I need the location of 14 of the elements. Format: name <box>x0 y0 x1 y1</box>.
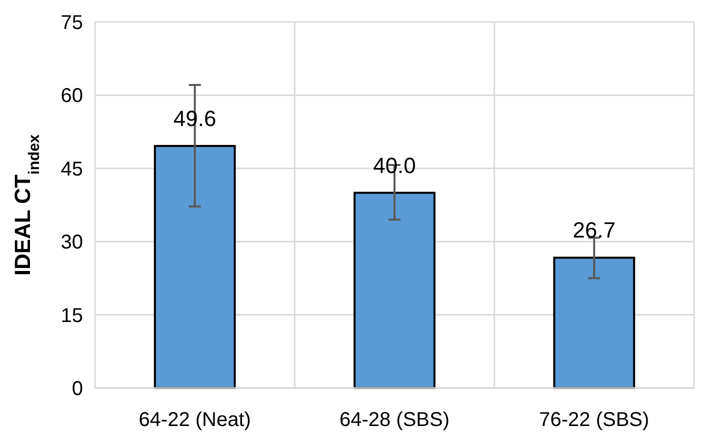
y-tick-label: 45 <box>60 158 83 180</box>
bar <box>553 256 636 389</box>
y-tick-label: 75 <box>60 12 83 34</box>
y-tick-label: 60 <box>60 85 83 108</box>
y-tick-label: 0 <box>72 378 83 400</box>
bar <box>154 144 236 389</box>
y-tick-label: 15 <box>60 304 83 327</box>
x-tick-label: 64-22 (Neat) <box>138 409 251 431</box>
bar <box>354 192 436 389</box>
data-label: 40.0 <box>373 152 416 178</box>
x-tick-label: 64-28 (SBS) <box>339 409 450 431</box>
x-tick-label: 76-22 (SBS) <box>539 409 650 431</box>
y-tick-label: 30 <box>60 232 83 254</box>
data-label: 26.7 <box>572 218 616 243</box>
